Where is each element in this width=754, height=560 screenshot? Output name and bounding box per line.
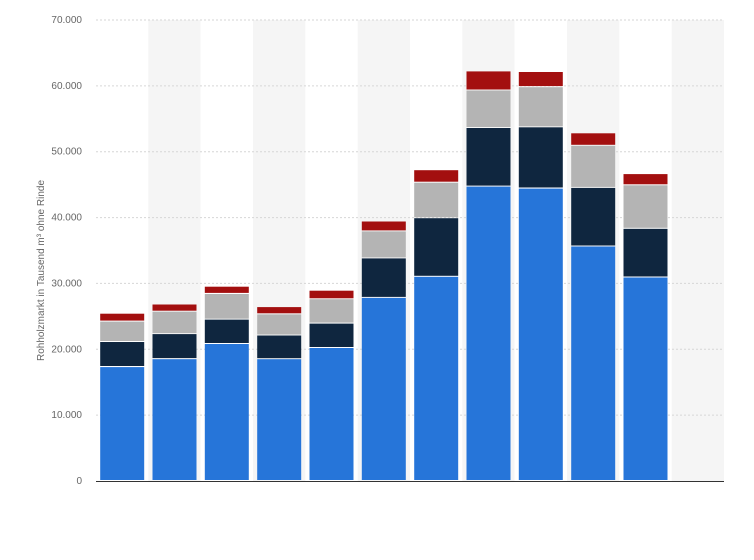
bar-segment <box>361 258 406 297</box>
y-tick-label: 40.000 <box>51 213 82 224</box>
bar-segment <box>100 367 145 480</box>
bar-segment <box>152 304 197 311</box>
bar-segment <box>414 276 459 480</box>
bar-segment <box>309 348 354 480</box>
y-tick-label: 60.000 <box>51 81 82 92</box>
y-tick-label: 30.000 <box>51 278 82 289</box>
bar-segment <box>466 71 511 90</box>
y-tick-label: 0 <box>76 476 82 487</box>
bar-segment <box>204 294 249 319</box>
column-band <box>671 20 724 481</box>
bar-segment <box>204 319 249 343</box>
bar-segment <box>204 344 249 480</box>
bar-segment <box>309 323 354 347</box>
bar-segment <box>361 221 406 231</box>
bar-segment <box>623 185 668 228</box>
y-tick-label: 70.000 <box>51 15 82 26</box>
bar-segment <box>571 133 616 145</box>
bar-segment <box>466 186 511 480</box>
bar-segment <box>623 228 668 277</box>
bar-segment <box>466 128 511 186</box>
bar-segment <box>361 297 406 480</box>
bar-segment <box>309 299 354 323</box>
bar-segment <box>257 307 302 314</box>
bar-segment <box>414 218 459 276</box>
bar-segment <box>204 286 249 293</box>
bar-segment <box>152 359 197 480</box>
bar-segment <box>518 188 563 480</box>
gridlines <box>96 19 724 416</box>
y-tick-label: 20.000 <box>51 344 82 355</box>
bar-segment <box>466 90 511 127</box>
bar-segment <box>623 277 668 480</box>
y-tick-label: 10.000 <box>51 410 82 421</box>
bar-segment <box>571 145 616 187</box>
bar-segment <box>100 313 145 321</box>
y-axis-tick-labels: 0 10.000 20.000 30.000 40.000 50.000 60.000 70.… <box>51 15 82 487</box>
bar-segment <box>152 334 197 359</box>
bar-segment <box>152 311 197 334</box>
y-tick-label: 50.000 <box>51 147 82 158</box>
bar-segment <box>257 335 302 359</box>
bar-segment <box>257 359 302 480</box>
bar-segment <box>414 182 459 218</box>
bar-segment <box>100 321 145 341</box>
bar-segment <box>414 170 459 182</box>
bar-segment <box>309 290 354 299</box>
bar-segment <box>257 314 302 335</box>
bar-segment <box>571 187 616 246</box>
bar-segment <box>518 72 563 87</box>
y-axis-title: Rohholzmarkt in Tausend m³ ohne Rinde <box>36 180 47 361</box>
bar-segment <box>571 246 616 480</box>
bar-segment <box>361 231 406 258</box>
bar-segment <box>518 127 563 188</box>
bars <box>100 71 668 480</box>
bar-segment <box>518 87 563 127</box>
bar-segment <box>623 174 668 185</box>
bar-segment <box>100 342 145 366</box>
